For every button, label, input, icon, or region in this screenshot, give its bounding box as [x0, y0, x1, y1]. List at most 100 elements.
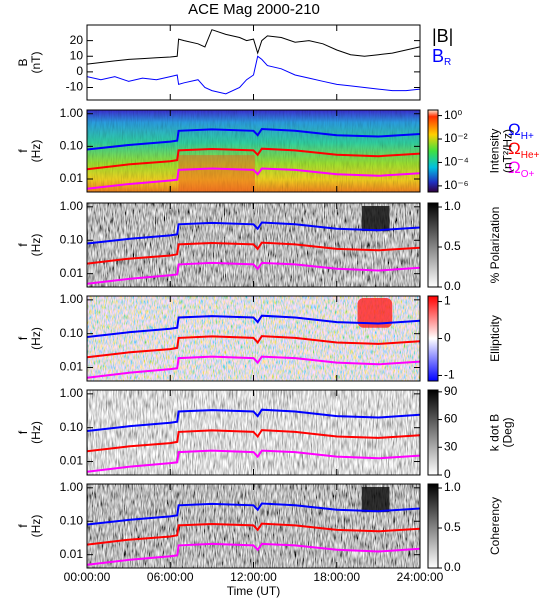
y-axis-label: f — [16, 430, 30, 434]
plot-area — [87, 484, 420, 568]
legend-entry: |B| — [432, 26, 453, 46]
colorbar — [427, 202, 439, 288]
colorbar-tick-label: 10⁰ — [444, 108, 462, 122]
data-line — [87, 408, 420, 432]
data-line — [87, 449, 420, 473]
y-tick-label: 1.00 — [60, 199, 84, 213]
colorbar-tick-label: 0 — [444, 331, 451, 345]
legend-entry-text: Ω — [508, 139, 521, 158]
data-line — [87, 355, 420, 379]
y-tick-label: 0.10 — [60, 232, 84, 246]
x-tick-label: 06:00:00 — [147, 570, 194, 584]
legend-entry-subscript: He+ — [521, 150, 540, 161]
data-line — [87, 429, 420, 453]
legend-entry: BR — [432, 46, 451, 68]
colorbar-tick-label: 0.0 — [444, 279, 461, 293]
y-tick-label: 0 — [76, 64, 83, 78]
y-tick-label: -10 — [66, 80, 84, 94]
y-axis-label: (Hz) — [29, 421, 43, 444]
data-line — [87, 147, 420, 171]
plot-area — [87, 296, 420, 381]
colorbar-tick-label: -1 — [444, 368, 455, 382]
legend-entry: ΩH+ — [508, 120, 534, 141]
y-tick-label: 0.01 — [60, 171, 84, 185]
data-line — [87, 127, 420, 151]
data-line — [87, 55, 420, 95]
colorbar-label: Intensity — [488, 129, 502, 174]
data-line — [87, 221, 420, 245]
data-line — [87, 502, 420, 526]
x-tick-label: 24:00:00 — [397, 570, 444, 584]
y-tick-label: 0.10 — [60, 513, 84, 527]
y-tick-label: 0.10 — [60, 420, 84, 434]
colorbar — [427, 483, 439, 569]
colorbar-tick-label: 10⁻⁶ — [444, 178, 469, 192]
spectrogram-image — [361, 487, 390, 513]
colorbar-tick-label: 1 — [444, 294, 451, 308]
y-axis-label: (nT) — [29, 52, 43, 74]
colorbar-label: Ellipticity — [488, 315, 502, 362]
colorbar-tick-label: 0 — [444, 467, 451, 481]
data-line — [87, 522, 420, 546]
y-tick-label: 1.00 — [60, 292, 84, 306]
colorbar-tick-label: 0.5 — [444, 239, 461, 253]
x-axis-label: Time (UT) — [227, 584, 281, 598]
plot-area — [87, 29, 420, 95]
y-axis-label: f — [16, 149, 30, 153]
colorbar-label: Coherency — [488, 497, 502, 555]
y-axis-label: f — [16, 524, 30, 528]
plot-area — [87, 390, 420, 475]
y-tick-label: 20 — [70, 33, 84, 47]
y-axis-label: f — [16, 243, 30, 247]
y-tick-label: 0.10 — [60, 326, 84, 340]
legend-entry-subscript: H+ — [521, 131, 534, 142]
spectrogram-image — [178, 155, 255, 192]
chart-title: ACE Mag 2000-210 — [188, 1, 320, 18]
data-line — [87, 335, 420, 359]
y-axis-label: f — [16, 336, 30, 340]
y-tick-label: 0.01 — [60, 454, 84, 468]
y-axis-label: (Hz) — [29, 515, 43, 538]
data-line — [87, 167, 420, 190]
data-line — [87, 261, 420, 285]
spectrogram-image — [357, 298, 393, 328]
legend-entry: ΩHe+ — [508, 139, 540, 160]
data-line — [87, 29, 420, 65]
data-line — [87, 314, 420, 338]
colorbar-tick-label: 1.0 — [444, 480, 461, 494]
data-line — [87, 542, 420, 566]
x-tick-label: 18:00:00 — [313, 570, 360, 584]
legend-entry-text: B — [432, 46, 444, 66]
colorbar-tick-label: 30 — [444, 439, 458, 453]
y-axis-label: (Hz) — [29, 327, 43, 350]
colorbar-label: (nT²/Hz) — [501, 129, 515, 173]
legend-entry-text: Ω — [508, 120, 521, 139]
colorbar-tick-label: 1.0 — [444, 199, 461, 213]
legend-entry-subscript: R — [444, 57, 451, 68]
colorbar-tick-label: 0.5 — [444, 520, 461, 534]
colorbar — [427, 109, 439, 193]
y-tick-label: 0.01 — [60, 266, 84, 280]
colorbar-label: k dot B — [488, 414, 502, 451]
colorbar-tick-label: 10⁻⁴ — [444, 155, 469, 169]
y-axis-label: (Hz) — [29, 234, 43, 257]
y-tick-label: 1.00 — [60, 106, 84, 120]
x-tick-label: 00:00:00 — [64, 570, 111, 584]
legend-entry: ΩO+ — [508, 158, 534, 179]
y-tick-label: 0.01 — [60, 547, 84, 561]
plot-area — [87, 110, 420, 192]
y-tick-label: 0.10 — [60, 139, 84, 153]
colorbar-label: % Polarization — [488, 207, 502, 284]
y-axis-label: B — [16, 58, 30, 66]
y-tick-label: 10 — [70, 48, 84, 62]
spectrogram-image — [361, 206, 390, 232]
y-tick-label: 1.00 — [60, 480, 84, 494]
colorbar-label: (Deg) — [501, 417, 515, 447]
y-axis-label: (Hz) — [29, 140, 43, 163]
colorbar-tick-label: 90 — [444, 384, 458, 398]
legend-entry-text: Ω — [508, 158, 521, 177]
colorbar — [427, 389, 439, 476]
y-tick-label: 0.01 — [60, 360, 84, 374]
legend-entry-subscript: O+ — [521, 169, 535, 180]
